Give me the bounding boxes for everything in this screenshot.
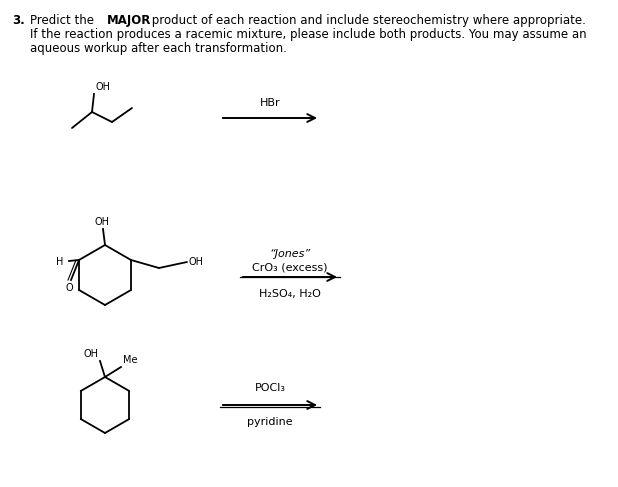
Text: HBr: HBr: [260, 98, 281, 108]
Text: OH: OH: [95, 82, 110, 92]
Text: CrO₃ (excess): CrO₃ (excess): [252, 262, 328, 272]
Text: OH: OH: [189, 257, 204, 267]
Text: OH: OH: [95, 217, 109, 227]
Text: If the reaction produces a racemic mixture, please include both products. You ma: If the reaction produces a racemic mixtu…: [30, 28, 586, 41]
Text: 3.: 3.: [12, 14, 25, 27]
Text: product of each reaction and include stereochemistry where appropriate.: product of each reaction and include ste…: [148, 14, 586, 27]
Text: aqueous workup after each transformation.: aqueous workup after each transformation…: [30, 42, 287, 55]
Text: OH: OH: [83, 349, 98, 359]
Text: pyridine: pyridine: [247, 417, 293, 427]
Text: POCl₃: POCl₃: [255, 383, 286, 393]
Text: Predict the: Predict the: [30, 14, 98, 27]
Text: O: O: [66, 283, 73, 293]
Text: Me: Me: [123, 355, 137, 365]
Text: MAJOR: MAJOR: [107, 14, 151, 27]
Text: H₂SO₄, H₂O: H₂SO₄, H₂O: [259, 289, 321, 299]
Text: H: H: [56, 257, 63, 267]
Text: “Jones”: “Jones”: [269, 249, 311, 259]
